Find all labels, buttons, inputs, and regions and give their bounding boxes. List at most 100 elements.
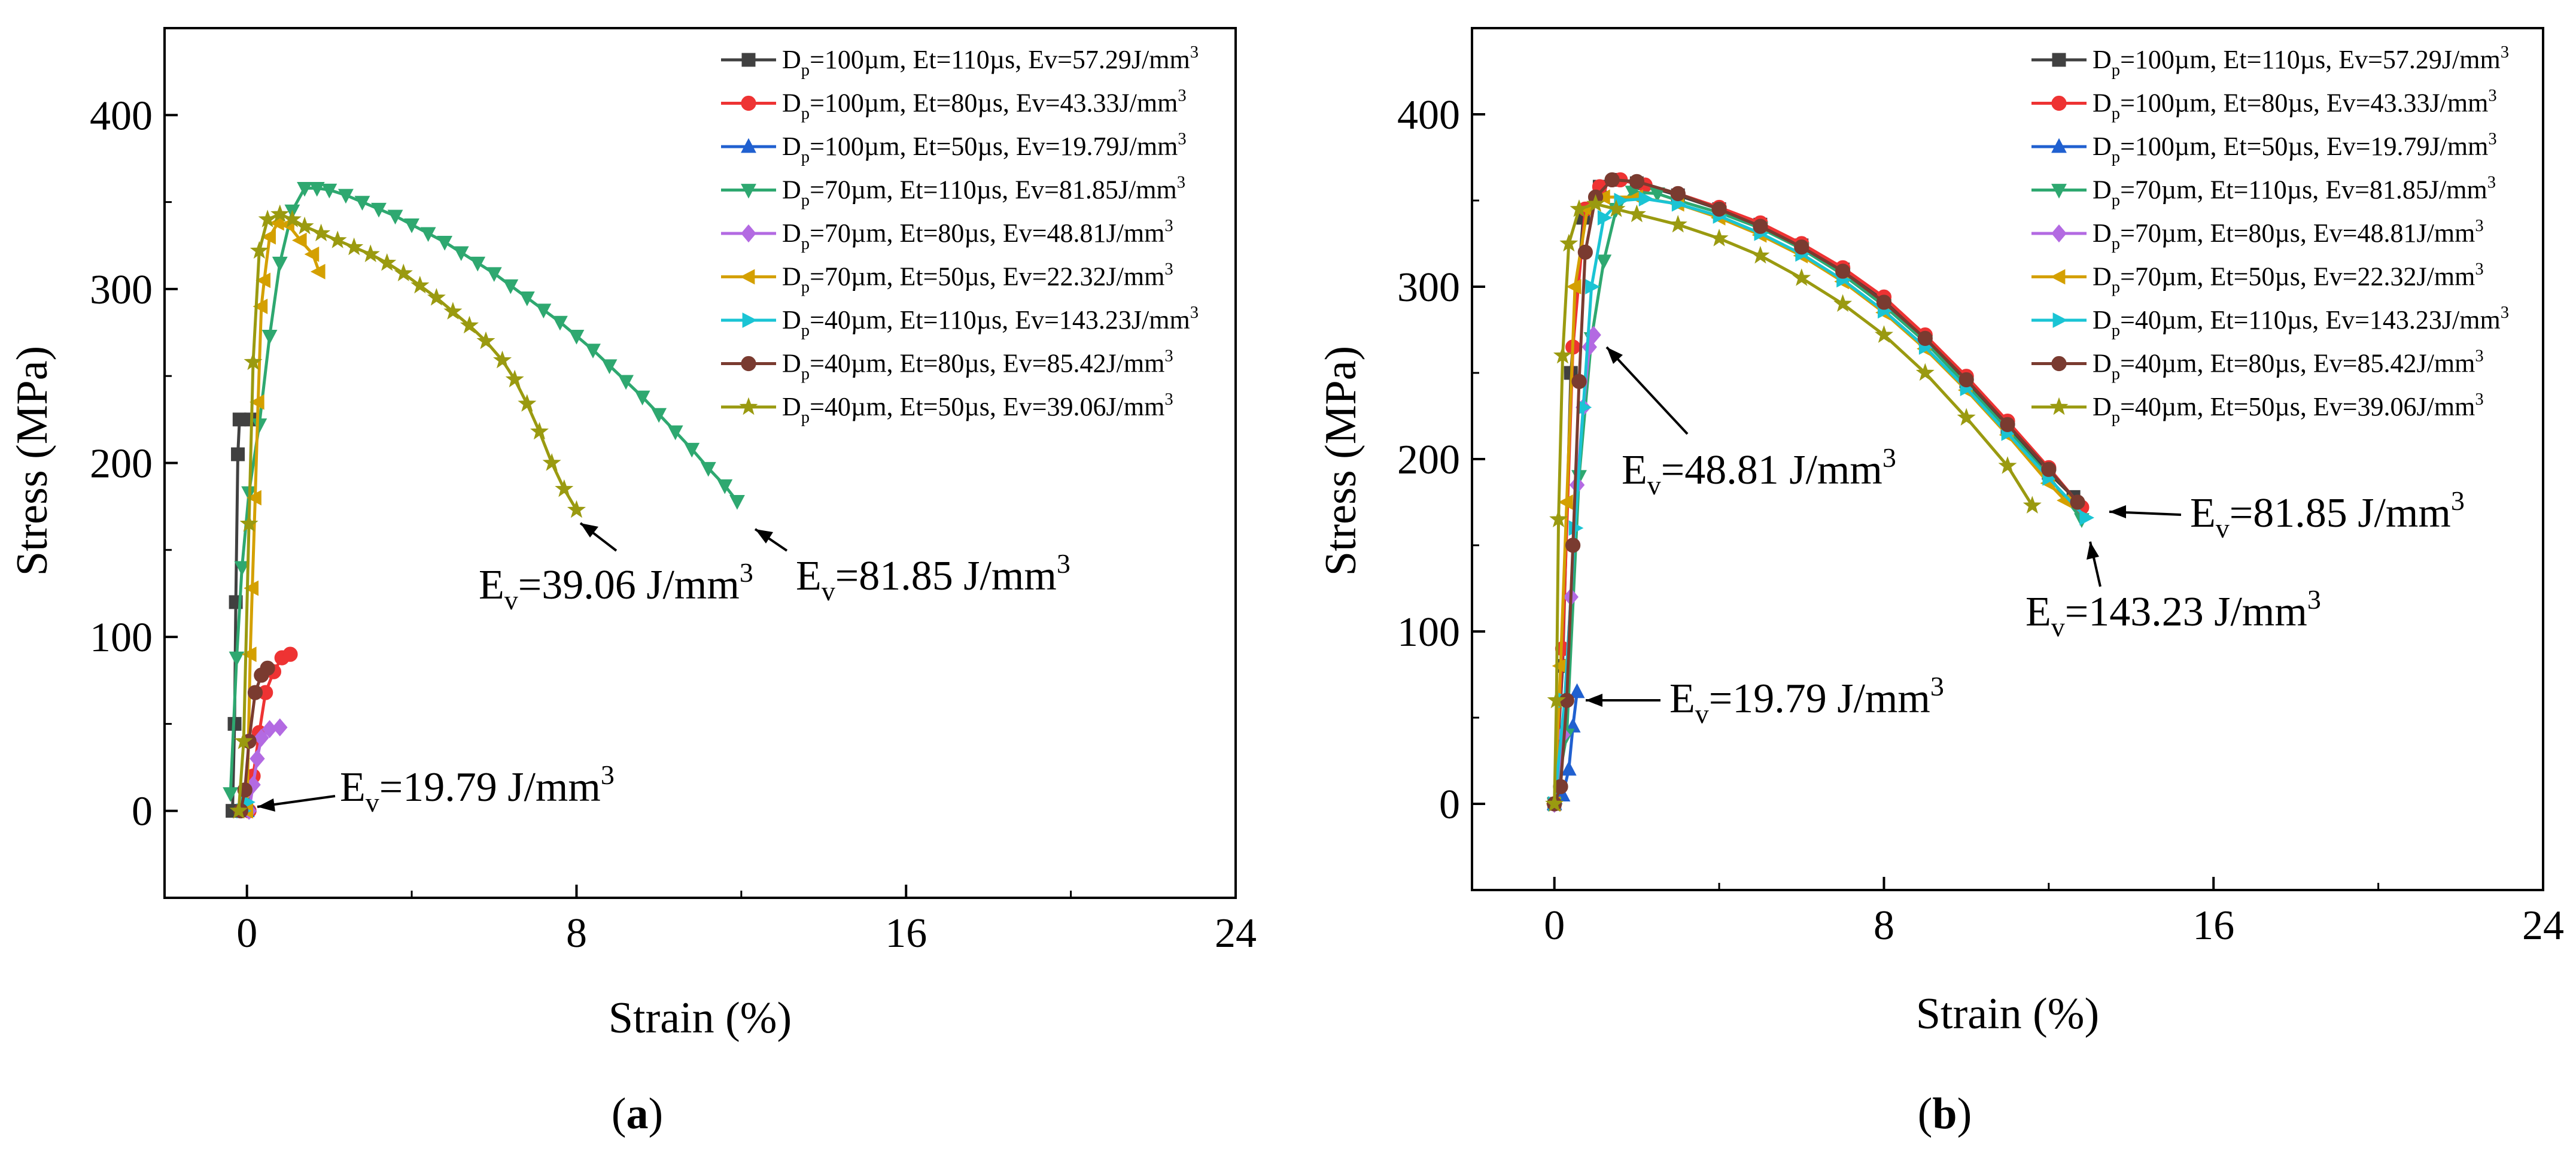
x-tick-label: 16 — [885, 910, 927, 956]
y-axis-label: Stress (MPa) — [1316, 346, 1365, 576]
data-point — [2024, 497, 2040, 513]
data-point — [543, 454, 560, 470]
legend-item: Dp=70µm, Et=80µs, Ev=48.81J/mm3 — [721, 217, 1173, 253]
annotation-sup: 3 — [2307, 584, 2321, 615]
legend-swatch-marker — [741, 356, 756, 370]
legend-swatch-marker — [2052, 96, 2066, 110]
data-point — [1628, 205, 1645, 221]
y-tick-label: 200 — [90, 441, 153, 487]
legend-d: D — [2093, 175, 2112, 205]
annotation-base: E — [479, 562, 504, 608]
legend-sup: 3 — [1178, 130, 1186, 148]
legend-text: =40µm, Et=110µs, Ev=143.23J/mm — [810, 305, 1190, 335]
x-tick-label: 16 — [2192, 903, 2234, 949]
legend-swatch-marker — [741, 269, 755, 284]
x-tick-label: 24 — [1215, 910, 1257, 956]
arrow-head — [2087, 542, 2099, 560]
legend-d: D — [782, 262, 801, 291]
legend-d: D — [782, 392, 801, 421]
legend-item: Dp=100µm, Et=80µs, Ev=43.33J/mm3 — [2031, 87, 2497, 123]
legend-sup: 3 — [2488, 130, 2496, 148]
data-point — [273, 719, 287, 736]
data-point — [1605, 172, 1619, 187]
legend-sub: p — [2112, 235, 2120, 253]
annotation-sub: v — [2051, 612, 2065, 642]
data-point — [1578, 245, 1592, 259]
legend: Dp=100µm, Et=110µs, Ev=57.29J/mm3Dp=100µ… — [721, 43, 1199, 427]
annotation-sub: v — [1647, 470, 1661, 500]
arrow-head — [2109, 505, 2126, 518]
data-point — [260, 661, 275, 675]
annotation-value: =81.85 J/mm — [2230, 490, 2451, 536]
annotation-value: =81.85 J/mm — [835, 553, 1057, 599]
y-tick-label: 400 — [90, 93, 153, 139]
legend-swatch-marker — [741, 96, 756, 110]
legend-d: D — [782, 175, 801, 205]
data-point — [250, 750, 264, 767]
legend-text: =70µm, Et=80µs, Ev=48.81J/mm — [810, 218, 1164, 248]
data-point — [248, 685, 262, 700]
legend-item: Dp=70µm, Et=50µs, Ev=22.32J/mm3 — [721, 260, 1173, 297]
data-point — [1671, 186, 1685, 201]
legend-label: Dp=70µm, Et=110µs, Ev=81.85J/mm3 — [2093, 174, 2496, 210]
x-tick-label: 24 — [2522, 903, 2564, 949]
legend-sup: 3 — [2501, 43, 2509, 62]
legend-text: =100µm, Et=110µs, Ev=57.29J/mm — [2120, 45, 2501, 74]
legend-swatch-marker — [740, 398, 757, 414]
annotation-sup: 3 — [1057, 548, 1070, 579]
legend-label: Dp=70µm, Et=80µs, Ev=48.81J/mm3 — [2093, 217, 2484, 253]
annotation-sub: v — [1695, 699, 1709, 729]
data-point — [233, 413, 246, 426]
legend-swatch-marker — [741, 225, 756, 242]
legend-label: Dp=100µm, Et=110µs, Ev=57.29J/mm3 — [782, 43, 1199, 80]
legend-d: D — [782, 218, 801, 248]
data-point — [1711, 230, 1728, 246]
annotation-sup: 3 — [2451, 485, 2465, 516]
data-point — [346, 238, 363, 254]
data-point — [487, 268, 501, 281]
data-point — [520, 292, 534, 306]
legend-d: D — [2093, 218, 2112, 248]
legend-sup: 3 — [1164, 347, 1173, 366]
legend-sub: p — [801, 235, 810, 253]
annotation-sub: v — [366, 787, 379, 818]
legend-swatch-marker — [2051, 269, 2065, 284]
data-point — [2042, 462, 2056, 476]
y-tick-label: 300 — [90, 267, 153, 313]
legend-d: D — [782, 132, 801, 161]
legend-text: =70µm, Et=50µs, Ev=22.32J/mm — [2120, 262, 2475, 291]
legend-sub: p — [801, 192, 810, 210]
legend-item: Dp=40µm, Et=50µs, Ev=39.06J/mm3 — [721, 390, 1173, 427]
arrow-head — [1586, 694, 1602, 707]
y-tick-label: 300 — [1397, 265, 1460, 311]
legend-sub: p — [801, 148, 810, 166]
legend-d: D — [2093, 262, 2112, 291]
data-point — [568, 501, 585, 517]
legend-sub: p — [2112, 105, 2120, 123]
annotation-text: Ev=48.81 J/mm3 — [1622, 442, 1896, 500]
legend-text: =40µm, Et=80µs, Ev=85.42J/mm — [2120, 349, 2475, 378]
legend-d: D — [2093, 132, 2112, 161]
series-layer — [223, 182, 744, 819]
legend-label: Dp=100µm, Et=110µs, Ev=57.29J/mm3 — [2093, 43, 2509, 80]
legend-label: Dp=40µm, Et=50µs, Ev=39.06J/mm3 — [782, 390, 1173, 427]
data-point — [437, 236, 452, 250]
y-axis-label: Stress (MPa) — [8, 346, 57, 576]
annotation-sup: 3 — [601, 760, 615, 790]
annotation-text: Ev=81.85 J/mm3 — [796, 548, 1070, 606]
legend-text: =70µm, Et=80µs, Ev=48.81J/mm — [2120, 218, 2475, 248]
legend-text: =100µm, Et=110µs, Ev=57.29J/mm — [810, 45, 1190, 74]
data-point — [1959, 372, 1973, 387]
y-tick-label: 200 — [1397, 437, 1460, 483]
legend-d: D — [2093, 305, 2112, 335]
legend-item: Dp=40µm, Et=80µs, Ev=85.42J/mm3 — [2031, 347, 2484, 384]
legend-item: Dp=100µm, Et=50µs, Ev=19.79J/mm3 — [721, 130, 1187, 166]
legend-label: Dp=40µm, Et=110µs, Ev=143.23J/mm3 — [2093, 303, 2509, 340]
data-point — [1877, 295, 1891, 309]
